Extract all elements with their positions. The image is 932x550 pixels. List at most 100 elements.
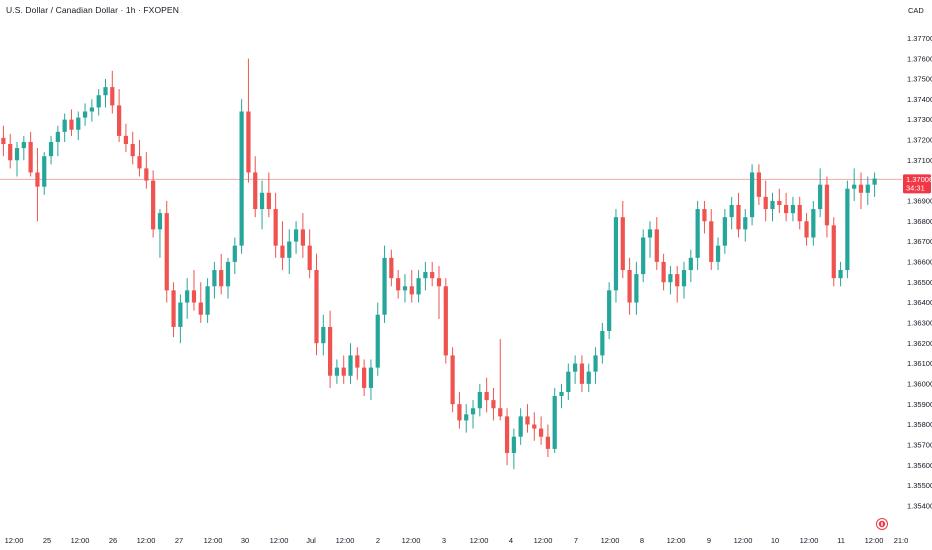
candle-body xyxy=(559,391,564,397)
price-tick-label: 1.35400 xyxy=(907,501,932,510)
candle-body xyxy=(212,270,217,287)
candle-body xyxy=(164,213,169,291)
time-tick-label: 12:00 xyxy=(336,536,355,545)
candle xyxy=(607,282,612,340)
time-tick-label: 12:00 xyxy=(71,536,90,545)
candle xyxy=(668,265,673,295)
candle xyxy=(749,164,755,226)
candle xyxy=(198,282,203,323)
candle-body xyxy=(749,172,755,218)
candle-body xyxy=(586,371,591,384)
time-tick-label: 12:00 xyxy=(800,536,819,545)
candle xyxy=(287,229,292,275)
candle-body xyxy=(116,105,122,136)
candle-body xyxy=(511,436,516,453)
candle-body xyxy=(185,290,190,303)
time-tick-label: 26 xyxy=(109,536,117,545)
candle xyxy=(559,383,564,409)
candle xyxy=(790,196,796,222)
candle xyxy=(511,428,516,470)
candle-body xyxy=(232,245,237,262)
candle xyxy=(702,200,707,234)
last-price-tag-bg xyxy=(903,174,931,194)
candle xyxy=(797,196,802,230)
time-tick-label: 8 xyxy=(640,536,644,545)
candle-body xyxy=(300,229,305,246)
time-tick-label: 12:00 xyxy=(137,536,156,545)
candle-body xyxy=(157,213,163,230)
time-tick-label: 25 xyxy=(43,536,51,545)
candle xyxy=(368,359,374,401)
candle xyxy=(681,261,687,299)
candle-body xyxy=(225,261,231,287)
candle-body xyxy=(266,192,271,210)
time-tick-label: 12:00 xyxy=(5,536,24,545)
candle-body xyxy=(416,278,421,295)
candle-body xyxy=(532,424,537,429)
candle xyxy=(423,261,428,291)
candle-body xyxy=(443,286,448,356)
candle-body xyxy=(239,111,244,246)
candle xyxy=(116,89,122,142)
candle xyxy=(491,387,496,421)
candle-body xyxy=(307,245,312,271)
candle-body xyxy=(355,355,360,368)
candle-body xyxy=(498,408,503,417)
candle xyxy=(389,249,394,287)
candle-body xyxy=(770,200,775,210)
time-tick-label: 12:00 xyxy=(534,536,553,545)
candle xyxy=(620,200,625,279)
candle xyxy=(450,347,455,413)
candle-body xyxy=(600,331,605,356)
candle xyxy=(266,172,271,218)
candle-body xyxy=(593,355,598,372)
candle xyxy=(178,294,183,344)
candle xyxy=(307,229,312,279)
candle xyxy=(613,209,619,303)
candle-body xyxy=(368,367,374,388)
candle xyxy=(695,200,700,271)
candle xyxy=(348,343,353,384)
candle-body xyxy=(450,355,455,405)
candle xyxy=(273,192,278,258)
candle-body xyxy=(620,217,625,271)
candle-body xyxy=(423,272,428,279)
last-price-value: 1.37006 xyxy=(906,175,932,184)
candle xyxy=(865,176,870,205)
time-axis[interactable]: 12:00 25 12:00 26 12:00 27 12:00 30 12:00 Jul 12:0… xyxy=(5,536,909,545)
candle xyxy=(239,99,244,254)
candle-body xyxy=(334,367,340,376)
candle-body xyxy=(518,416,523,437)
time-tick-label: 12:00 xyxy=(865,536,884,545)
time-tick-label: 30 xyxy=(241,536,249,545)
candle xyxy=(586,363,591,392)
candle-body xyxy=(178,302,183,327)
candle-body xyxy=(797,204,802,222)
time-tick-label: 9 xyxy=(707,536,711,545)
candle xyxy=(362,359,367,397)
price-axis[interactable]: 1.37700 1.37600 1.37500 1.37400 1.37300 1.372… xyxy=(907,34,932,510)
candle-body xyxy=(191,290,197,303)
price-tick-label: 1.36700 xyxy=(907,237,932,246)
candle-body xyxy=(375,314,380,368)
candle xyxy=(219,253,224,295)
clock-badge-icon[interactable] xyxy=(876,518,888,530)
candle xyxy=(334,359,340,384)
candle xyxy=(504,408,510,466)
candle-body xyxy=(273,209,278,246)
time-tick-label: 11 xyxy=(837,536,845,545)
candle xyxy=(470,400,476,429)
candle-body xyxy=(382,257,387,315)
candle-body xyxy=(504,416,510,453)
candle-body xyxy=(82,111,88,118)
candle-body xyxy=(491,400,496,409)
candle xyxy=(185,278,190,319)
candle xyxy=(722,209,727,254)
candle xyxy=(1,125,6,157)
candle-body xyxy=(831,225,836,279)
price-tick-label: 1.36600 xyxy=(907,258,932,267)
time-tick-label: 12:00 xyxy=(470,536,489,545)
candle xyxy=(89,99,94,122)
candle-body xyxy=(246,111,251,173)
